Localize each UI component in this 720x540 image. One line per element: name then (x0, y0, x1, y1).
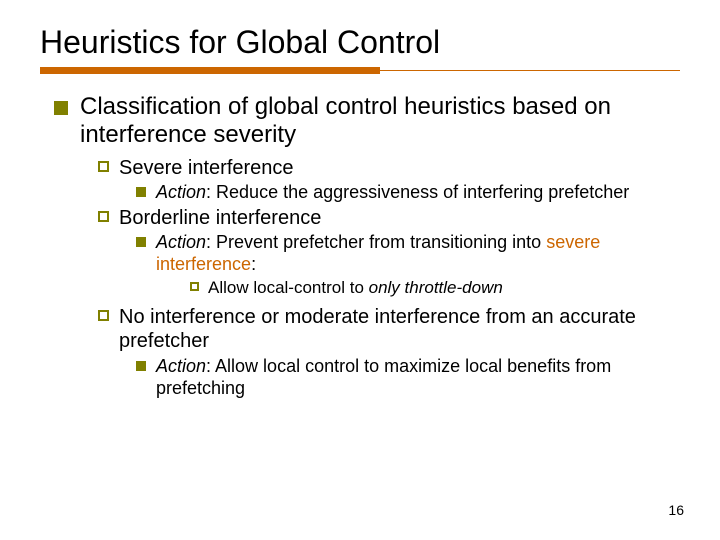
bullet-lvl4-borderline-sub: Allow local-control to only throttle-dow… (190, 278, 680, 299)
square-outline-icon (98, 161, 109, 172)
bullet-lvl2-severe: Severe interference (98, 156, 680, 180)
square-filled-icon (136, 237, 146, 247)
borderline-action-a: : Prevent prefetcher from transitioning … (206, 232, 546, 252)
action-prefix: Action (156, 182, 206, 202)
bullet-lvl3-borderline-action: Action: Prevent prefetcher from transiti… (136, 232, 680, 276)
borderline-sub-a: Allow local-control to (208, 278, 369, 297)
borderline-label: Borderline interference (119, 206, 321, 230)
square-outline-icon (190, 282, 199, 291)
square-filled-icon (136, 361, 146, 371)
slide-title: Heuristics for Global Control (40, 24, 680, 61)
severe-action-text: : Reduce the aggressiveness of interferi… (206, 182, 629, 202)
action-prefix: Action (156, 232, 206, 252)
borderline-action: Action: Prevent prefetcher from transiti… (156, 232, 680, 276)
borderline-sub-b: only throttle-down (369, 278, 503, 297)
borderline-sub: Allow local-control to only throttle-dow… (208, 278, 503, 299)
page-number: 16 (668, 502, 684, 518)
square-outline-icon (98, 211, 109, 222)
none-action-text: : Allow local control to maximize local … (156, 356, 611, 398)
action-prefix: Action (156, 356, 206, 376)
title-rule (40, 67, 680, 75)
severe-action: Action: Reduce the aggressiveness of int… (156, 182, 629, 204)
none-label: No interference or moderate interference… (119, 305, 680, 354)
square-outline-icon (98, 310, 109, 321)
bullet-lvl3-none-action: Action: Allow local control to maximize … (136, 356, 680, 400)
bullet-lvl2-none: No interference or moderate interference… (98, 305, 680, 354)
slide: Heuristics for Global Control Classifica… (0, 0, 720, 540)
square-filled-icon (136, 187, 146, 197)
none-action: Action: Allow local control to maximize … (156, 356, 680, 400)
bullet-lvl2-borderline: Borderline interference (98, 206, 680, 230)
lvl1-text: Classification of global control heurist… (80, 93, 680, 150)
borderline-action-c: : (251, 254, 256, 274)
square-filled-icon (54, 101, 68, 115)
bullet-lvl1: Classification of global control heurist… (54, 93, 680, 150)
bullet-lvl3-severe-action: Action: Reduce the aggressiveness of int… (136, 182, 680, 204)
severe-label: Severe interference (119, 156, 294, 180)
